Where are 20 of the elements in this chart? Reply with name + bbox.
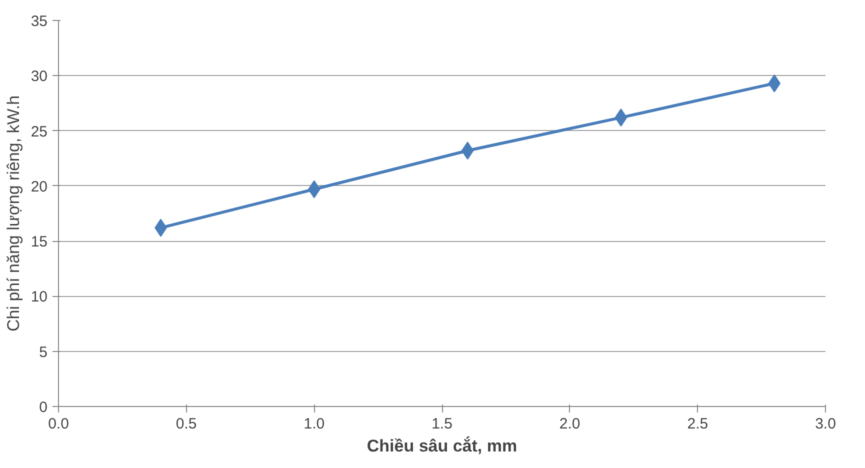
y-tick-label: 10 [30, 288, 48, 306]
y-axis-title: Chi phí năng lượng riêng, kW.h [4, 95, 23, 332]
y-tick-label: 25 [30, 123, 48, 140]
y-tick-label: 5 [39, 344, 48, 361]
point [614, 108, 628, 127]
point [768, 74, 781, 92]
x-tick-label: 1.0 [304, 416, 325, 432]
y-tick-label: 15 [30, 234, 48, 251]
x-axis-title: Chiều sâu cắt, mm [366, 436, 518, 456]
x-tick-label: 2.5 [687, 416, 708, 432]
x-tick-label: 1.5 [432, 416, 452, 432]
x-tick-label: 0.5 [176, 416, 197, 432]
y-tick-label: 30 [30, 68, 48, 86]
point [461, 142, 474, 160]
x-tick-label: 0.0 [48, 416, 69, 432]
x-tick-label: 3.0 [815, 416, 836, 432]
x-tick-label: 2.0 [559, 416, 580, 432]
y-tick-label: 20 [30, 178, 48, 196]
y-tick-label: 35 [30, 13, 48, 30]
y-tick-label: 0 [39, 399, 48, 416]
